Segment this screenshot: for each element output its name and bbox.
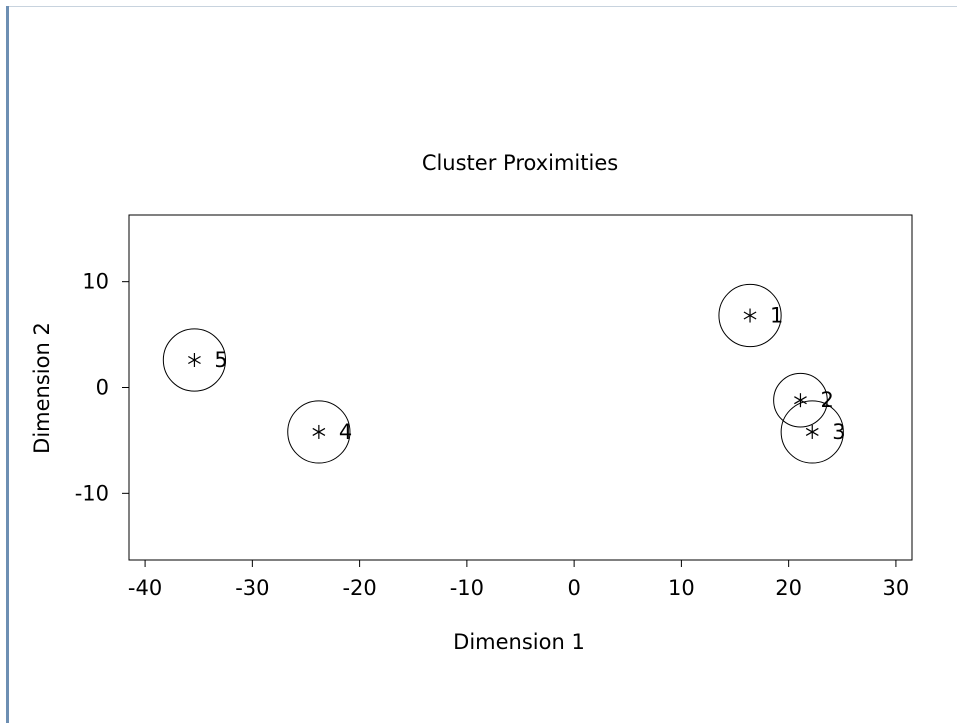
cluster-label: 2 [820, 388, 833, 412]
asterisk-marker [188, 352, 201, 367]
x-tick-label: -20 [342, 576, 376, 600]
cluster-points: 1 2 3 4 5 [162, 283, 846, 464]
cluster-point: 3 [780, 400, 846, 464]
window-left-border [6, 6, 9, 723]
cluster-label: 3 [832, 420, 845, 444]
x-tick-label: -10 [450, 576, 484, 600]
x-axis-label: Dimension 1 [453, 630, 585, 654]
cluster-label: 5 [214, 348, 227, 372]
cluster-point: 5 [162, 328, 228, 392]
y-axis: -10 0 10 [75, 270, 129, 505]
cluster-point: 2 [773, 372, 834, 428]
asterisk-marker [805, 424, 819, 439]
asterisk-marker [743, 308, 757, 323]
cluster-point: 1 [718, 283, 783, 348]
y-axis-label: Dimension 2 [30, 322, 54, 454]
x-tick-label: 30 [883, 576, 910, 600]
cluster-circle [162, 328, 227, 392]
cluster-circle [287, 400, 351, 464]
cluster-label: 1 [770, 304, 783, 328]
asterisk-marker [312, 424, 326, 439]
y-tick-label: 0 [96, 376, 109, 400]
cluster-circle [773, 372, 828, 428]
plot-area [128, 214, 913, 561]
y-tick-label: -10 [75, 481, 109, 505]
window-top-border [6, 6, 957, 7]
x-axis: -40 -30 -20 -10 0 10 20 30 [128, 560, 909, 600]
x-tick-label: -40 [128, 576, 162, 600]
x-tick-label: -30 [235, 576, 269, 600]
x-tick-label: 20 [775, 576, 802, 600]
cluster-label: 4 [339, 420, 352, 444]
asterisk-marker [794, 393, 807, 408]
cluster-circle [780, 400, 844, 464]
cluster-point: 4 [287, 400, 352, 464]
cluster-circle [718, 283, 782, 348]
x-tick-label: 0 [567, 576, 580, 600]
y-tick-label: 10 [82, 270, 109, 294]
chart-title: Cluster Proximities [422, 151, 618, 175]
x-tick-label: 10 [668, 576, 695, 600]
